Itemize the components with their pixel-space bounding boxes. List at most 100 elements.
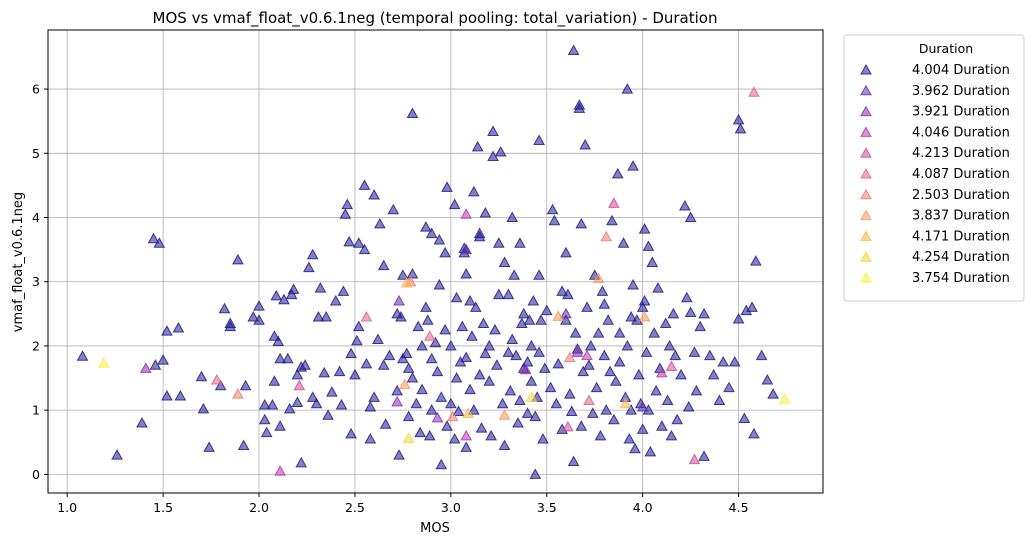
data-point [157,354,169,365]
data-point [533,134,545,145]
y-tick-label: 6 [32,82,40,97]
data-point [291,368,304,380]
data-point [663,339,676,351]
data-point [583,394,595,406]
legend-marker [860,251,872,262]
data-point [425,352,438,364]
data-point [489,323,501,335]
legend-label: 3.921 Duration [912,105,1010,120]
data-point [410,397,423,409]
legend-label: 4.254 Duration [912,250,1010,265]
data-point [232,253,244,265]
legend-label: 4.087 Duration [912,167,1010,182]
data-point [665,360,678,371]
data-point [698,307,710,319]
data-point [761,373,774,385]
data-point [293,379,306,391]
legend-marker [860,209,872,221]
data-point [625,404,638,415]
data-point [400,276,413,288]
data-point [596,285,609,296]
legend-marker [860,167,872,179]
data-point [592,327,605,338]
data-point [492,237,505,248]
y-tick-label: 5 [32,146,40,161]
data-point [352,237,365,248]
data-point [594,429,607,441]
data-point [575,420,588,431]
data-point [466,330,478,341]
data-point [717,355,730,367]
data-point [460,243,473,255]
data-point [448,433,461,444]
data-point [274,352,286,364]
legend-marker [860,126,872,137]
data-point [613,355,626,367]
legend-marker [860,188,872,200]
data-point [111,449,123,460]
data-point [258,413,271,425]
data-point [567,455,580,467]
data-point [479,347,492,359]
data-point [750,255,762,266]
data-point [675,368,687,380]
data-point [287,283,300,294]
data-point [512,416,524,428]
data-point [563,388,576,399]
data-point [479,206,492,218]
data-point [425,404,438,415]
data-point [450,291,463,303]
data-point [272,335,285,346]
data-point [521,407,534,418]
data-point [562,420,574,432]
data-point [529,410,542,422]
data-point [625,311,638,322]
data-point [640,346,653,357]
data-point [529,468,542,479]
data-point [746,301,758,312]
legend-label: 4.171 Duration [912,229,1010,244]
legend-title: Duration [919,41,973,56]
data-point [611,167,624,179]
data-point [629,442,641,454]
data-point [606,214,618,226]
x-tick-label: 3.5 [537,500,557,515]
data-point [439,323,451,335]
data-point [514,394,526,406]
grid-lines [48,30,823,493]
legend-box [843,34,1025,302]
data-point [364,400,377,412]
data-point [400,347,413,359]
data-point [218,302,231,314]
data-point [393,449,405,460]
data-point [172,321,185,333]
data-point [270,289,283,301]
data-point [514,237,526,248]
legend-marker [860,63,872,75]
data-point [598,298,611,309]
legend-label: 3.837 Duration [912,209,1010,224]
data-point [638,294,651,306]
data-point [450,372,463,383]
legend-items: 4.004 Duration 3.962 Duration 3.921 Durati… [860,63,1010,286]
data-point [732,113,745,125]
data-point [690,384,703,396]
data-point [423,330,436,341]
data-point [303,261,315,273]
data-point [617,237,630,248]
data-point [299,359,311,370]
data-point [214,379,227,391]
data-point [694,320,707,332]
data-point [420,301,432,312]
legend-label: 3.962 Duration [912,84,1010,99]
data-point [473,230,486,242]
data-point [487,125,499,136]
data-point [469,301,482,312]
data-point [667,307,680,319]
data-point [278,293,290,305]
data-point [377,259,390,271]
data-point [508,269,521,280]
y-axis-label: vmaf_float_v0.6.1neg [11,192,26,332]
data-point [535,314,547,325]
data-point [575,217,588,229]
